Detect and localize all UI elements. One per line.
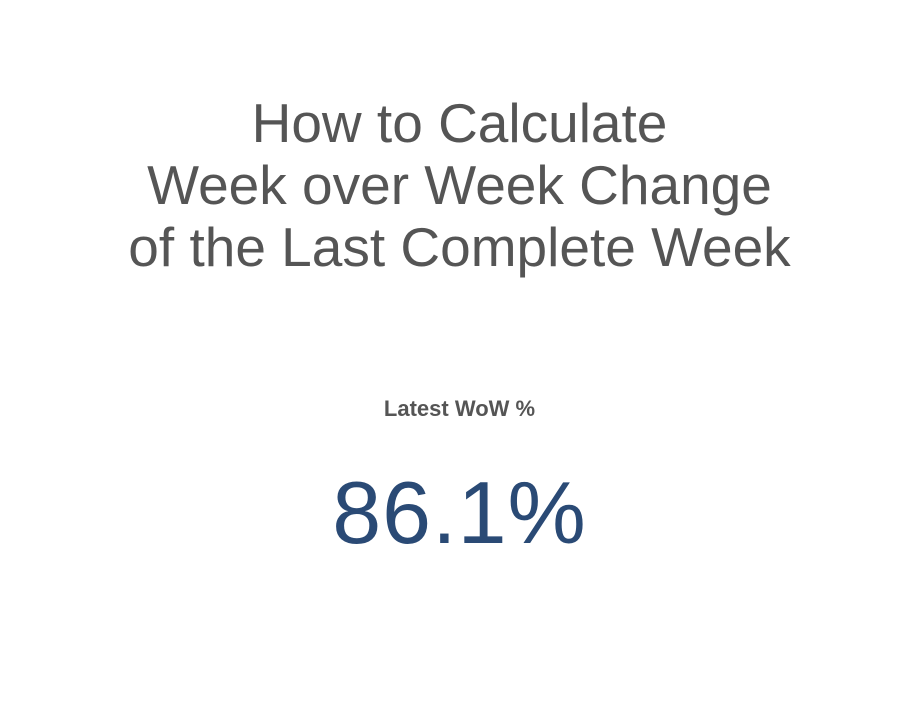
page-title: How to Calculate Week over Week Change o… [0,92,919,278]
kpi-value: 86.1% [332,463,587,562]
title-line-3: of the Last Complete Week [128,216,791,278]
title-line-2: Week over Week Change [147,154,772,216]
kpi-label: Latest WoW % [383,396,536,421]
title-line-1: How to Calculate [251,92,668,154]
